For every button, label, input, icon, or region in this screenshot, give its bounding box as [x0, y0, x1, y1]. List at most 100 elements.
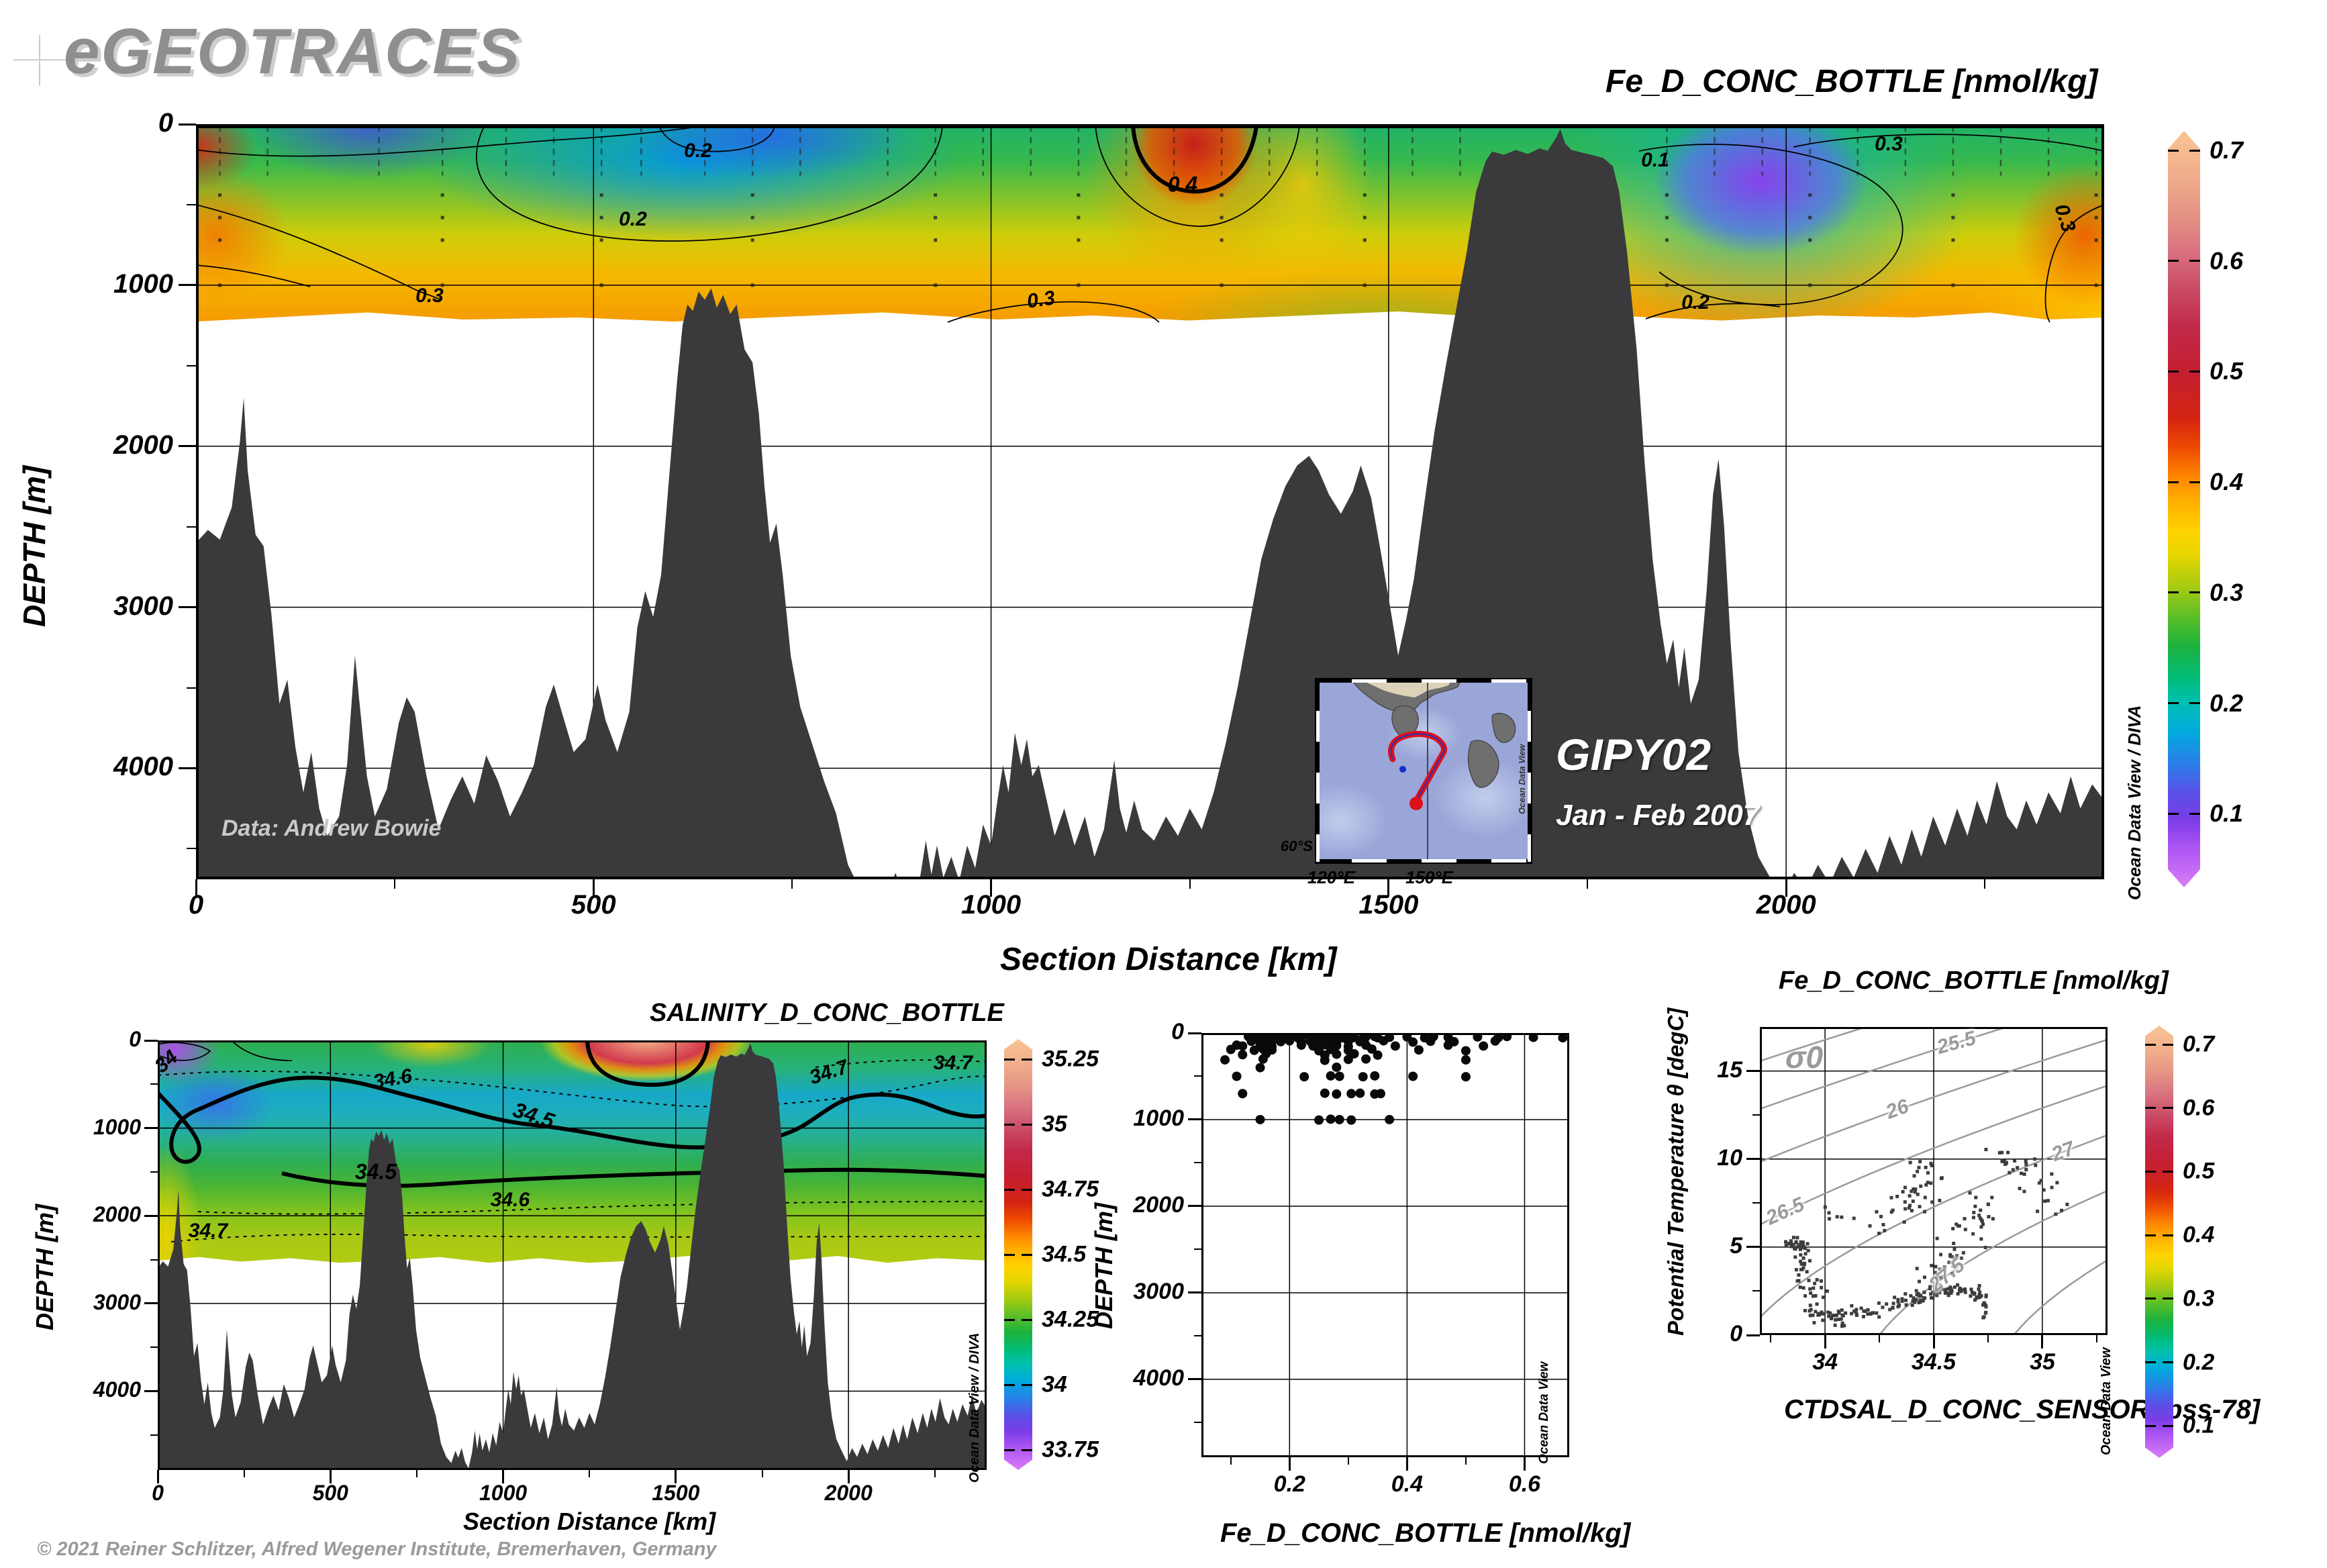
axis-tick — [1770, 1335, 1772, 1342]
ts-overlay — [1760, 1027, 2108, 1335]
fe-profile-overlay — [1201, 1033, 1569, 1457]
x-tick-label: 0 — [152, 1481, 164, 1505]
colorbar-tick — [1004, 1058, 1015, 1061]
colorbar-tick-label: 35.25 — [1042, 1046, 1099, 1072]
x-tick-label: 0.2 — [1273, 1471, 1305, 1497]
axis-tick — [1932, 1335, 1935, 1349]
axis-tick — [144, 1302, 158, 1305]
colorbar-tick-label: 33.75 — [1042, 1436, 1099, 1463]
colorbar-tick — [1022, 1253, 1032, 1256]
grid — [196, 124, 2104, 879]
scatter-points — [1784, 1148, 2069, 1328]
axis-tick — [2095, 1335, 2097, 1342]
axis-tick — [791, 879, 793, 889]
axis-tick — [1824, 1335, 1826, 1349]
axis-tick — [187, 526, 196, 528]
y-tick-label: 4000 — [1133, 1365, 1184, 1391]
ts-colorbar-gradient — [2145, 1026, 2173, 1458]
colorbar-tick-label: 34.25 — [1042, 1306, 1099, 1332]
colorbar-tick — [1022, 1318, 1032, 1321]
salinity-frame — [158, 1040, 987, 1470]
axis-tick — [1746, 1334, 1760, 1336]
colorbar-tick — [1004, 1449, 1015, 1451]
x-tick-label: 34.5 — [1911, 1349, 1957, 1375]
axis-tick — [2041, 1335, 2044, 1349]
x-tick-label: 500 — [312, 1481, 348, 1505]
axis-tick — [329, 1470, 332, 1483]
map-land-nz-north — [1491, 712, 1516, 743]
colorbar-tick-label: 0.4 — [2183, 1222, 2215, 1248]
profile-xlabel: Fe_D_CONC_BOTTLE [nmol/kg] — [1220, 1518, 1631, 1548]
salinity-colorbar: 35.25 35 34.75 34.5 34.25 34 33.75 — [1004, 1039, 1099, 1470]
axis-tick — [1879, 1335, 1881, 1342]
colorbar-tick — [2189, 591, 2200, 594]
colorbar-tick-label: 0.5 — [2210, 357, 2244, 385]
colorbar-tick — [2145, 1234, 2156, 1236]
axis-tick — [179, 767, 196, 769]
colorbar-tick — [2145, 1424, 2156, 1427]
axis-tick — [150, 1083, 158, 1085]
axis-tick — [1194, 1075, 1201, 1077]
colorbar-tick — [2189, 149, 2200, 152]
y-tick-label: 0 — [1171, 1019, 1184, 1044]
map-neatline-left — [1316, 680, 1320, 862]
map-neatline-top — [1317, 679, 1530, 683]
axis-tick — [1785, 879, 1787, 897]
axis-tick — [1387, 879, 1390, 897]
cruise-name: GIPY02 — [1556, 730, 1712, 779]
y-tick-label: 15 — [1717, 1057, 1742, 1083]
axis-tick — [156, 1470, 159, 1483]
axis-tick — [415, 1470, 417, 1477]
y-tick-label: 10 — [1717, 1144, 1742, 1171]
colorbar-tick-label: 0.2 — [2210, 689, 2244, 717]
axis-tick — [1746, 1070, 1760, 1073]
colorbar-tick — [2163, 1361, 2173, 1363]
y-tick-label: 3000 — [1133, 1278, 1184, 1304]
axis-tick — [1188, 1378, 1201, 1381]
axis-tick — [243, 1470, 245, 1477]
colorbar-tick — [2163, 1234, 2173, 1236]
colorbar-tick — [2168, 149, 2179, 152]
contour-label: 0.1 — [1641, 149, 1669, 171]
axis-tick — [934, 1470, 936, 1477]
colorbar-tick — [2168, 260, 2179, 262]
axis-tick — [1347, 1457, 1349, 1465]
station-marker-blue — [1399, 766, 1406, 773]
map-lon-label-2: 150°E — [1405, 867, 1454, 887]
colorbar-tick — [1022, 1058, 1032, 1061]
fe-section-overlay — [196, 124, 2104, 879]
axis-tick — [179, 123, 196, 126]
axis-tick — [195, 879, 197, 897]
colorbar-tick-label: 34.5 — [1042, 1241, 1087, 1267]
axis-tick — [1987, 1335, 1989, 1342]
axis-tick — [179, 284, 196, 287]
colorbar-tick-label: 0.3 — [2183, 1285, 2215, 1312]
y-tick-label: 0 — [129, 1027, 141, 1051]
crosshair-mark-v — [39, 35, 40, 86]
colorbar-tick — [1022, 1383, 1032, 1386]
axis-tick — [1194, 1162, 1201, 1164]
map-lon-label-1: 120°E — [1307, 867, 1356, 887]
inset-map-graphics: Ocean Data View — [1317, 680, 1530, 862]
y-tick-label: 1000 — [1133, 1105, 1184, 1131]
colorbar-tick — [2163, 1043, 2173, 1046]
x-tick-label: 1000 — [479, 1481, 528, 1505]
colorbar-tick — [2189, 812, 2200, 815]
axis-tick — [761, 1470, 763, 1477]
y-tick-label: 2000 — [113, 430, 173, 460]
axis-tick — [1752, 1114, 1760, 1116]
cruise-dates: Jan - Feb 2007 — [1556, 799, 1760, 832]
map-lat-label: 60°S — [1281, 838, 1313, 854]
inset-map: Ocean Data View — [1315, 678, 1532, 864]
axis-tick — [589, 1470, 591, 1477]
y-tick-label: 3000 — [113, 591, 173, 621]
cruise-track-line — [1390, 733, 1445, 801]
contour-label: 34.5 — [354, 1159, 397, 1184]
odv-diva-credit-sal: Ocean Data View / DIVA — [967, 1332, 982, 1483]
colorbar-tick-label: 35 — [1042, 1111, 1067, 1137]
x-tick-label: 1500 — [652, 1481, 700, 1505]
colorbar-tick — [1004, 1123, 1015, 1126]
y-tick-label: 1000 — [113, 268, 173, 299]
colorbar-tick — [2168, 591, 2179, 594]
axis-tick — [675, 1470, 677, 1483]
